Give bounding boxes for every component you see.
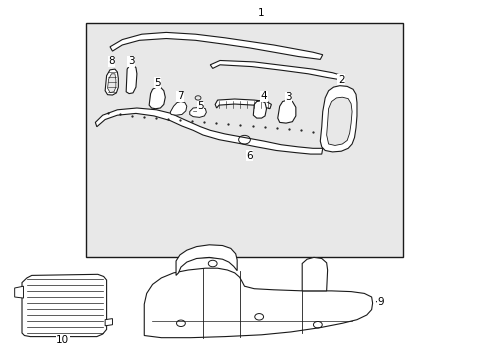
Polygon shape [215, 99, 271, 109]
Polygon shape [253, 101, 266, 118]
Polygon shape [15, 286, 23, 298]
Text: 3: 3 [127, 56, 134, 66]
Text: 5: 5 [197, 101, 203, 111]
FancyBboxPatch shape [85, 23, 403, 257]
Polygon shape [277, 100, 295, 123]
Text: 3: 3 [285, 92, 291, 102]
Text: 5: 5 [154, 78, 161, 88]
Polygon shape [326, 97, 351, 145]
Polygon shape [302, 257, 327, 291]
Polygon shape [105, 69, 118, 95]
Polygon shape [210, 60, 342, 80]
Text: 2: 2 [337, 75, 344, 85]
Text: 9: 9 [376, 297, 383, 307]
Polygon shape [107, 74, 116, 93]
Text: 4: 4 [260, 91, 267, 102]
Polygon shape [320, 86, 356, 152]
Polygon shape [144, 268, 372, 338]
Polygon shape [22, 274, 106, 337]
Text: 10: 10 [56, 335, 69, 345]
Polygon shape [189, 107, 206, 117]
Polygon shape [105, 319, 112, 326]
Text: 1: 1 [258, 8, 264, 18]
Polygon shape [149, 87, 165, 109]
Polygon shape [95, 108, 322, 154]
Polygon shape [170, 102, 186, 115]
Text: 6: 6 [245, 150, 252, 161]
Polygon shape [126, 65, 137, 94]
Polygon shape [176, 245, 237, 275]
Text: 8: 8 [108, 56, 115, 66]
Polygon shape [110, 32, 322, 59]
Text: 7: 7 [176, 91, 183, 102]
